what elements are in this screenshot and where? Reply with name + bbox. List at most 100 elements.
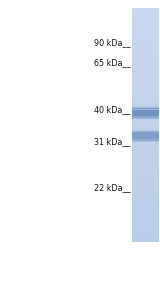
Bar [132, 122, 159, 123]
Bar [132, 237, 159, 238]
Bar [132, 95, 159, 96]
Bar [132, 74, 159, 75]
Bar [132, 191, 159, 193]
Bar [132, 119, 159, 120]
Bar [132, 131, 159, 132]
Bar [132, 43, 159, 45]
Bar [132, 100, 159, 101]
Bar [132, 118, 159, 119]
Bar [132, 236, 159, 237]
Bar [132, 132, 159, 133]
Bar [132, 15, 159, 16]
Bar [132, 123, 159, 124]
Bar [132, 229, 159, 230]
Bar [132, 106, 159, 107]
Bar [132, 168, 159, 169]
Bar [132, 237, 159, 238]
Bar [132, 20, 159, 21]
Bar [132, 195, 159, 196]
Bar [132, 36, 159, 37]
Bar [132, 132, 159, 133]
Bar [132, 133, 159, 134]
Bar [132, 133, 159, 134]
Bar [132, 32, 159, 33]
Bar [132, 121, 159, 122]
Bar [132, 174, 159, 175]
Bar [132, 59, 159, 60]
Bar [132, 118, 159, 119]
Bar [132, 74, 159, 75]
Bar [132, 12, 159, 13]
Bar [132, 154, 159, 155]
Bar [132, 169, 159, 170]
Bar [132, 176, 159, 177]
Bar [132, 64, 159, 65]
Bar [132, 45, 159, 46]
Bar [132, 23, 159, 24]
Bar [132, 187, 159, 188]
Bar [132, 205, 159, 206]
Bar [132, 50, 159, 52]
Bar [132, 53, 159, 54]
Bar [132, 14, 159, 15]
Bar [132, 156, 159, 157]
Bar [132, 142, 159, 143]
Bar [132, 47, 159, 48]
Bar [132, 80, 159, 81]
Bar [132, 65, 159, 66]
Bar [132, 40, 159, 41]
Bar [132, 163, 159, 164]
Bar [132, 21, 159, 22]
Bar [132, 141, 159, 142]
Bar [132, 221, 159, 222]
Bar [132, 161, 159, 162]
Bar [132, 147, 159, 148]
Bar [132, 92, 159, 93]
Bar [132, 83, 159, 84]
Bar [132, 9, 159, 10]
Bar [132, 240, 159, 241]
Bar [132, 158, 159, 159]
Bar [132, 12, 159, 13]
Bar [132, 109, 159, 110]
Bar [132, 125, 159, 126]
Bar [132, 90, 159, 91]
Bar [132, 51, 159, 52]
Bar [132, 230, 159, 231]
Bar [132, 233, 159, 235]
Bar [132, 151, 159, 152]
Bar [132, 113, 159, 114]
Bar [132, 189, 159, 190]
Bar [132, 208, 159, 209]
Bar [132, 202, 159, 203]
Bar [132, 164, 159, 166]
Bar [132, 191, 159, 192]
Bar [132, 144, 159, 145]
Bar [132, 48, 159, 49]
Bar [132, 114, 159, 115]
Bar [132, 177, 159, 178]
Bar [132, 105, 159, 107]
Bar [132, 28, 159, 29]
Bar [132, 63, 159, 64]
Bar [132, 143, 159, 145]
Bar [132, 108, 159, 109]
Bar [132, 108, 159, 109]
Bar [132, 98, 159, 99]
Bar [132, 200, 159, 201]
Bar [132, 42, 159, 43]
Bar [132, 180, 159, 181]
Bar [132, 131, 159, 132]
Bar [132, 42, 159, 44]
Bar [132, 219, 159, 220]
Bar [132, 203, 159, 204]
Bar [132, 193, 159, 194]
Bar [132, 102, 159, 103]
Bar [132, 13, 159, 14]
Bar [132, 206, 159, 207]
Bar [132, 214, 159, 215]
Text: 31 kDa__: 31 kDa__ [94, 137, 130, 146]
Bar [132, 224, 159, 225]
Bar [132, 154, 159, 155]
Bar [132, 93, 159, 94]
